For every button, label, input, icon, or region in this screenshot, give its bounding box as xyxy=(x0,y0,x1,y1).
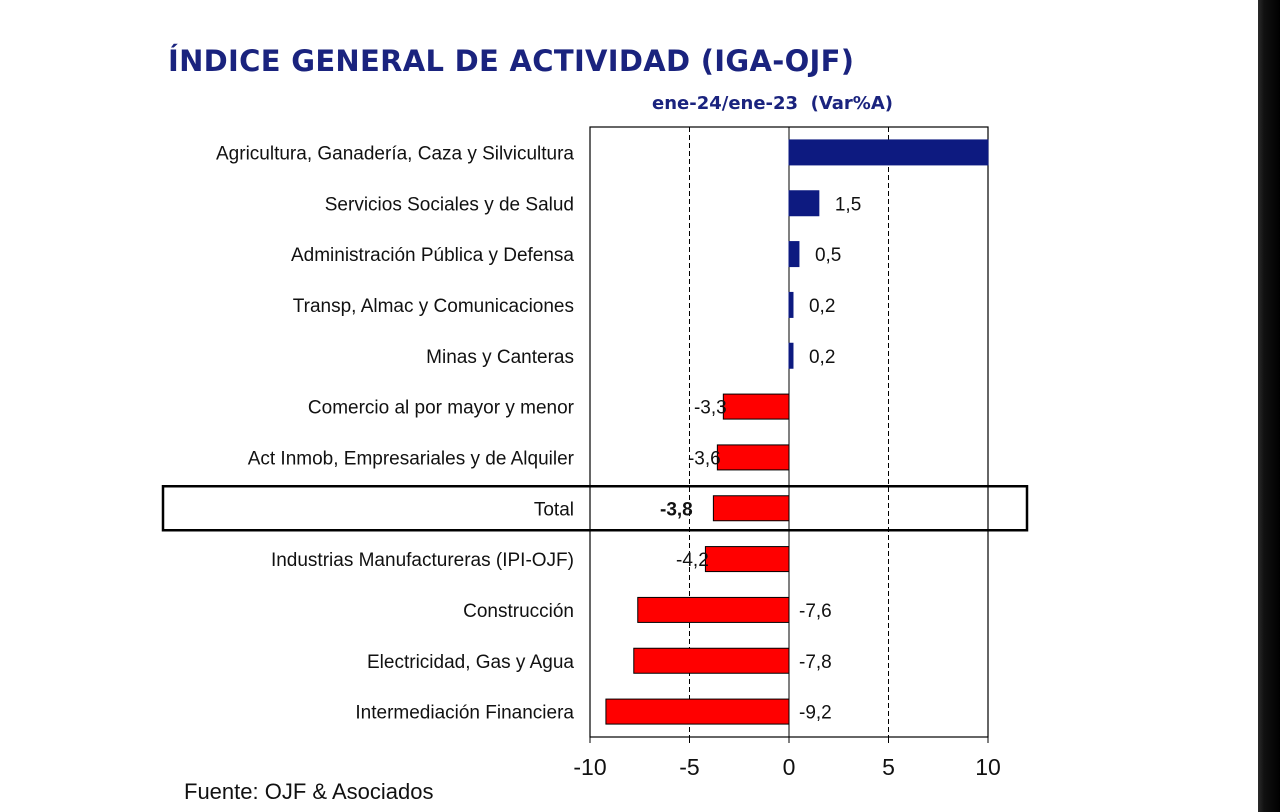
category-label: Administración Pública y Defensa xyxy=(291,245,574,266)
bar xyxy=(637,596,790,623)
bar xyxy=(788,190,820,217)
data-label: -9,2 xyxy=(799,703,832,724)
category-label: Servicios Sociales y de Salud xyxy=(325,194,574,215)
x-tick-label: -10 xyxy=(573,754,606,780)
x-tick-label: 10 xyxy=(975,754,1001,780)
category-label: Construcción xyxy=(463,601,574,622)
data-label: -3,3 xyxy=(694,398,727,419)
category-label: Transp, Almac y Comunicaciones xyxy=(293,296,574,317)
chart-subtitle: ene-24/ene-23 (Var%A) xyxy=(652,93,893,114)
data-label: 0,2 xyxy=(809,347,835,368)
bar xyxy=(704,546,790,573)
data-label: -7,6 xyxy=(799,601,832,622)
screen-edge xyxy=(1258,0,1280,812)
category-label: Electricidad, Gas y Agua xyxy=(367,652,574,673)
x-tick-label: 0 xyxy=(783,754,796,780)
data-label: 0,2 xyxy=(809,296,835,317)
data-label: 1,5 xyxy=(835,194,861,215)
chart-title: ÍNDICE GENERAL DE ACTIVIDAD (IGA-OJF) xyxy=(168,44,855,78)
category-label: Agricultura, Ganadería, Caza y Silvicult… xyxy=(216,143,574,164)
bar xyxy=(633,647,790,674)
category-label: Total xyxy=(534,499,574,520)
category-label: Comercio al por mayor y menor xyxy=(308,398,575,419)
bar xyxy=(788,139,989,166)
category-label: Intermediación Financiera xyxy=(355,703,574,724)
total-highlight-box xyxy=(161,485,1029,532)
bar xyxy=(712,495,790,522)
data-label: -7,8 xyxy=(799,652,832,673)
bar xyxy=(788,241,800,268)
bar xyxy=(605,698,790,725)
bar xyxy=(788,291,794,318)
data-label: -4,2 xyxy=(676,550,709,571)
data-label: 0,5 xyxy=(815,245,841,266)
bar xyxy=(716,444,790,471)
category-label: Act Inmob, Empresariales y de Alquiler xyxy=(248,448,575,469)
category-label: Minas y Canteras xyxy=(426,347,574,368)
source-note: Fuente: OJF & Asociados xyxy=(184,779,434,804)
data-label: -3,6 xyxy=(688,448,721,469)
bar xyxy=(788,342,794,369)
bar xyxy=(722,393,790,420)
x-tick-label: 5 xyxy=(882,754,895,780)
data-label: -3,8 xyxy=(660,499,693,520)
x-tick-label: -5 xyxy=(679,754,699,780)
category-label: Industrias Manufactureras (IPI-OJF) xyxy=(271,550,574,571)
